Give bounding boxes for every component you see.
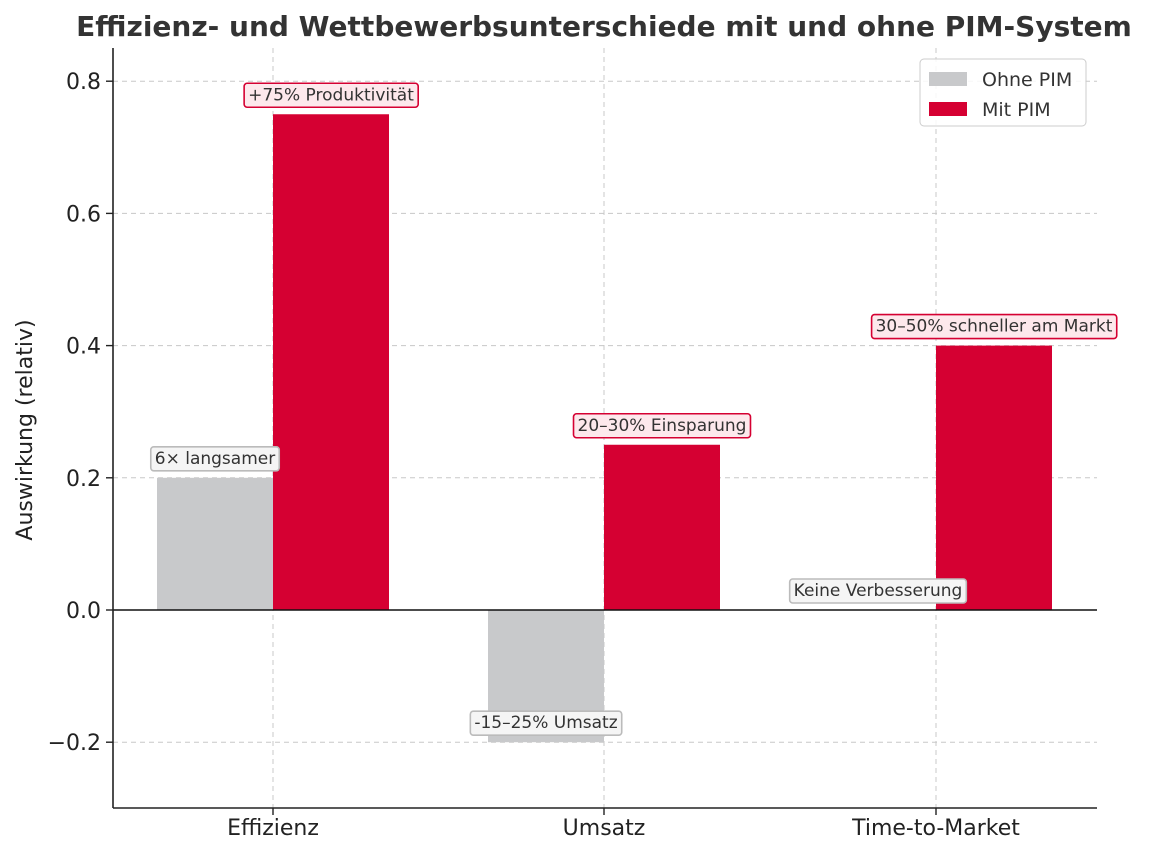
annotation-text: -15–25% Umsatz <box>474 713 617 733</box>
annotation-text: 30–50% schneller am Markt <box>876 317 1113 337</box>
annotation-layer: 6× langsamer -15–25% Umsatz Keine Verbesse… <box>149 82 1118 737</box>
annotation-mit-pim-2: 30–50% schneller am Markt <box>870 313 1118 340</box>
legend-label-1: Mit PIM <box>982 99 1051 121</box>
legend: Ohne PIM Mit PIM <box>919 58 1087 127</box>
annotation-text: +75% Produktivität <box>248 85 414 105</box>
annotation-mit-pim-0: +75% Produktivität <box>243 82 420 109</box>
annotation-box <box>149 445 281 472</box>
y-tick-label-2: 0.2 <box>66 467 101 492</box>
annotation-text: Keine Verbesserung <box>794 581 963 601</box>
y-axis-label: Auswirkung (relativ) <box>13 319 38 540</box>
annotation-box <box>243 82 420 109</box>
chart-title: Effizienz- und Wettbewerbsunterschiede m… <box>76 10 1132 43</box>
annotation-box <box>870 313 1118 340</box>
y-tick-label-5: 0.8 <box>66 70 101 95</box>
bar-ohne-pim-effizienz <box>157 477 273 610</box>
annotation-box <box>469 710 623 737</box>
bar-mit-pim-umsatz <box>604 444 720 610</box>
legend-label-0: Ohne PIM <box>982 69 1072 91</box>
annotation-mit-pim-1: 20–30% Einsparung <box>572 412 752 439</box>
legend-swatch-1 <box>929 102 967 116</box>
annotation-text: 6× langsamer <box>155 449 275 469</box>
annotation-ohne-pim-1: -15–25% Umsatz <box>469 710 623 737</box>
bar-mit-pim-effizienz <box>273 114 389 610</box>
y-tick-label-4: 0.6 <box>66 202 101 227</box>
tick-layer: −0.2 0.0 0.2 0.4 0.6 0.8 Effizienz Umsatz Time-t… <box>48 70 1021 841</box>
annotation-box <box>572 412 752 439</box>
y-tick-label-0: −0.2 <box>48 731 101 756</box>
bar-mit-pim-time-to-market <box>936 345 1052 610</box>
x-tick-label-2: Time-to-Market <box>851 816 1020 841</box>
y-tick-label-1: 0.0 <box>66 599 101 624</box>
bar-layer <box>157 114 1052 743</box>
annotation-ohne-pim-0: 6× langsamer <box>149 445 281 472</box>
y-tick-label-3: 0.4 <box>66 335 101 360</box>
annotation-text: 20–30% Einsparung <box>578 416 747 436</box>
x-tick-label-0: Effizienz <box>227 816 319 841</box>
annotation-ohne-pim-2: Keine Verbesserung <box>788 578 968 604</box>
legend-swatch-0 <box>929 72 967 86</box>
x-tick-label-1: Umsatz <box>563 816 646 841</box>
axis-layer <box>112 48 1097 809</box>
annotation-box <box>788 578 968 604</box>
